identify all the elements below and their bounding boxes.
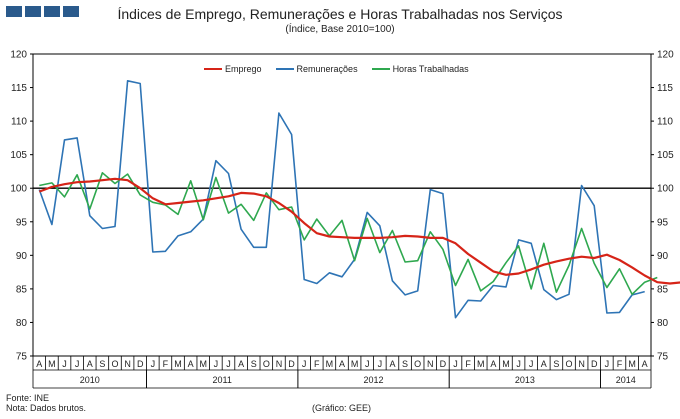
y-tick-label-right: 90 bbox=[657, 251, 669, 262]
month-label: J bbox=[226, 359, 231, 369]
chart-legend: Emprego Remunerações Horas Trabalhadas bbox=[204, 64, 469, 74]
month-label: A bbox=[541, 359, 547, 369]
legend-label-remuneracoes: Remunerações bbox=[296, 64, 358, 74]
month-label: A bbox=[490, 359, 496, 369]
month-label: O bbox=[414, 359, 421, 369]
month-label: J bbox=[62, 359, 67, 369]
y-tick-label-right: 80 bbox=[657, 318, 669, 329]
month-label: D bbox=[591, 359, 598, 369]
month-label: M bbox=[326, 359, 334, 369]
month-label: M bbox=[200, 359, 208, 369]
month-label: M bbox=[628, 359, 636, 369]
month-label: M bbox=[477, 359, 485, 369]
legend-swatch-remuneracoes bbox=[275, 68, 294, 70]
legend-swatch-horas bbox=[371, 68, 390, 70]
year-label: 2013 bbox=[515, 375, 535, 385]
month-label: J bbox=[529, 359, 534, 369]
y-tick-label-left: 115 bbox=[11, 83, 27, 94]
month-label: A bbox=[188, 359, 194, 369]
month-label: A bbox=[642, 359, 648, 369]
month-label: J bbox=[151, 359, 156, 369]
y-tick-label-left: 80 bbox=[16, 318, 28, 329]
month-label: D bbox=[288, 359, 295, 369]
legend-item-horas: Horas Trabalhadas bbox=[371, 64, 469, 74]
month-label: O bbox=[111, 359, 118, 369]
y-tick-label-left: 120 bbox=[10, 50, 27, 61]
series-line-emprego bbox=[38, 177, 680, 285]
month-label: M bbox=[174, 359, 182, 369]
month-label: N bbox=[578, 359, 585, 369]
month-label: N bbox=[124, 359, 131, 369]
logo-block bbox=[63, 6, 79, 17]
y-tick-label-left: 75 bbox=[16, 352, 28, 363]
series-line-remuneracoes bbox=[38, 80, 645, 319]
logo-block bbox=[44, 6, 60, 17]
month-label: S bbox=[553, 359, 559, 369]
legend-item-emprego: Emprego bbox=[204, 64, 262, 74]
month-label: O bbox=[566, 359, 573, 369]
month-label: D bbox=[440, 359, 447, 369]
month-label: M bbox=[48, 359, 56, 369]
legend-label-emprego: Emprego bbox=[225, 64, 262, 74]
month-label: J bbox=[453, 359, 458, 369]
month-label: F bbox=[163, 359, 169, 369]
year-label: 2010 bbox=[80, 375, 100, 385]
month-label: J bbox=[605, 359, 610, 369]
month-label: A bbox=[238, 359, 244, 369]
month-label: J bbox=[378, 359, 383, 369]
month-label: A bbox=[389, 359, 395, 369]
series-line-horas bbox=[39, 172, 658, 296]
month-label: S bbox=[99, 359, 105, 369]
month-label: S bbox=[402, 359, 408, 369]
y-tick-label-left: 95 bbox=[16, 217, 28, 228]
logo-block bbox=[25, 6, 41, 17]
month-label: J bbox=[214, 359, 219, 369]
year-label: 2011 bbox=[213, 375, 232, 385]
legend-item-remuneracoes: Remunerações bbox=[275, 64, 358, 74]
chart-credit: (Gráfico: GEE) bbox=[312, 403, 372, 413]
source-note: Fonte: INE bbox=[6, 393, 50, 403]
month-label: M bbox=[502, 359, 510, 369]
logo-block bbox=[6, 6, 22, 17]
month-label: M bbox=[351, 359, 359, 369]
y-tick-label-left: 105 bbox=[10, 150, 27, 161]
month-label: F bbox=[465, 359, 471, 369]
y-tick-label-right: 100 bbox=[657, 184, 674, 195]
y-tick-label-left: 90 bbox=[16, 251, 28, 262]
y-tick-label-right: 105 bbox=[657, 150, 674, 161]
gee-logo bbox=[6, 6, 79, 17]
month-label: A bbox=[339, 359, 345, 369]
plot-frame bbox=[32, 53, 652, 357]
year-label: 2014 bbox=[616, 375, 636, 385]
month-label: N bbox=[427, 359, 434, 369]
month-label: J bbox=[365, 359, 370, 369]
month-label: S bbox=[251, 359, 257, 369]
y-tick-label-left: 85 bbox=[16, 284, 28, 295]
data-note: Nota: Dados brutos. bbox=[6, 403, 87, 413]
y-tick-label-right: 110 bbox=[657, 117, 673, 128]
y-tick-label-left: 100 bbox=[10, 184, 27, 195]
month-label: A bbox=[87, 359, 93, 369]
month-label: O bbox=[263, 359, 270, 369]
y-tick-label-right: 120 bbox=[657, 50, 674, 61]
month-label: J bbox=[516, 359, 521, 369]
y-tick-label-right: 85 bbox=[657, 284, 669, 295]
chart-title: Índices de Emprego, Remunerações e Horas… bbox=[117, 6, 563, 22]
y-tick-label-right: 115 bbox=[657, 83, 673, 94]
month-label: D bbox=[137, 359, 144, 369]
legend-swatch-emprego bbox=[204, 68, 222, 70]
legend-label-horas: Horas Trabalhadas bbox=[392, 64, 469, 74]
month-label: F bbox=[617, 359, 623, 369]
y-tick-label-right: 75 bbox=[657, 352, 669, 363]
y-tick-label-left: 110 bbox=[11, 117, 27, 128]
month-label: J bbox=[302, 359, 307, 369]
month-label: A bbox=[36, 359, 42, 369]
month-label: N bbox=[276, 359, 283, 369]
chart-subtitle: (Índice, Base 2010=100) bbox=[285, 24, 395, 35]
y-tick-label-right: 95 bbox=[657, 217, 669, 228]
month-label: J bbox=[75, 359, 80, 369]
month-label: F bbox=[314, 359, 320, 369]
year-label: 2012 bbox=[364, 375, 384, 385]
